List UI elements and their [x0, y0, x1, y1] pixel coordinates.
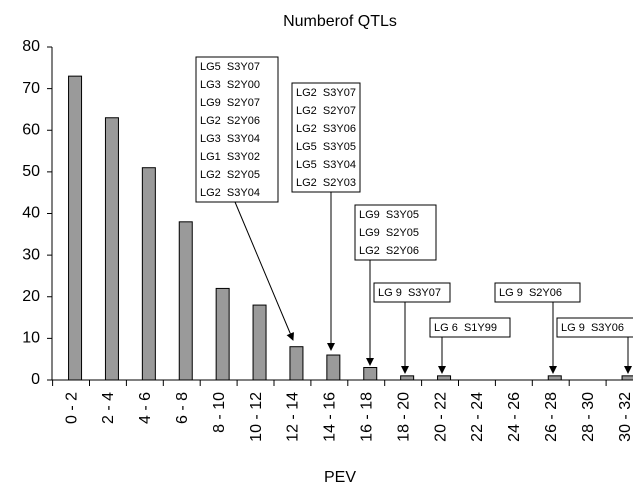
annotation-text: LG2 S2Y05	[200, 169, 260, 181]
x-tick-label: 12 - 14	[285, 392, 302, 442]
annotation-text: LG 9 S3Y06	[561, 322, 624, 334]
bar	[104, 117, 119, 381]
y-tick-label: 80	[22, 38, 40, 55]
bar	[326, 354, 341, 381]
bar	[621, 375, 633, 381]
annotation-box	[354, 204, 437, 261]
x-tick-label: 24 - 26	[506, 392, 523, 442]
annotation-text: LG 9 S2Y06	[499, 287, 562, 299]
x-tick-label: 10 - 12	[248, 392, 265, 442]
bar	[289, 346, 304, 381]
annotation-text: LG9 S2Y07	[200, 97, 260, 109]
y-tick-label: 0	[31, 371, 40, 388]
annotation-text: LG2 S3Y07	[296, 87, 356, 99]
annotation-text: LG2 S2Y07	[296, 105, 356, 117]
annotation-text: LG2 S3Y06	[296, 123, 356, 135]
annotation-box	[556, 317, 633, 338]
bar	[400, 375, 415, 381]
x-tick-label: 14 - 16	[322, 392, 339, 442]
bar	[215, 287, 230, 381]
x-tick-label: 16 - 18	[358, 392, 375, 442]
annotation-text: LG3 S2Y00	[200, 79, 260, 91]
annotation-box	[494, 282, 581, 303]
annotation-text: LG 6 S1Y99	[434, 322, 497, 334]
x-tick-label: 20 - 22	[432, 392, 449, 442]
annotation-text: LG2 S2Y03	[296, 177, 356, 189]
y-tick-label: 50	[22, 163, 40, 180]
annotation-text: LG2 S2Y06	[359, 245, 419, 257]
bar	[547, 375, 562, 381]
annotation-box	[429, 317, 511, 338]
annotation-text: LG9 S2Y05	[359, 227, 419, 239]
annotation-box	[291, 82, 361, 193]
x-tick-label: 8 - 10	[211, 392, 228, 433]
bar	[178, 221, 193, 381]
x-tick-label: 22 - 24	[469, 392, 486, 442]
bar	[437, 375, 452, 381]
annotation-box	[195, 56, 279, 203]
y-tick-label: 10	[22, 330, 40, 347]
annotation-text: LG2 S3Y04	[200, 187, 260, 199]
x-axis-label: PEV	[324, 469, 356, 486]
x-tick-label: 6 - 8	[174, 392, 191, 424]
y-tick-label: 20	[22, 288, 40, 305]
annotation-text: LG1 S3Y02	[200, 151, 260, 163]
y-tick-label: 70	[22, 80, 40, 97]
chart-title: Numberof QTLs	[283, 13, 397, 30]
annotation-text: LG2 S2Y06	[200, 115, 260, 127]
annotation-text: LG5 S3Y05	[296, 141, 356, 153]
y-tick-label: 30	[22, 246, 40, 263]
x-tick-label: 26 - 28	[543, 392, 560, 442]
bar	[363, 367, 378, 381]
y-tick-label: 40	[22, 205, 40, 222]
annotation-text: LG 9 S3Y07	[378, 287, 441, 299]
bar	[141, 167, 156, 381]
bar	[252, 304, 267, 381]
bar	[68, 75, 83, 381]
annotation-text: LG3 S3Y04	[200, 133, 260, 145]
x-tick-label: 0 - 2	[63, 392, 80, 424]
x-tick-label: 4 - 6	[137, 392, 154, 424]
x-tick-label: 30 - 32	[617, 392, 633, 442]
x-tick-label: 18 - 20	[395, 392, 412, 442]
annotation-box	[373, 282, 451, 303]
annotation-text: LG5 S3Y07	[200, 61, 260, 73]
annotation-text: LG9 S3Y05	[359, 209, 419, 221]
y-tick-label: 60	[22, 121, 40, 138]
annotation-text: LG5 S3Y04	[296, 159, 356, 171]
annotation-arrow	[234, 201, 294, 341]
x-tick-label: 2 - 4	[100, 392, 117, 424]
x-tick-label: 28 - 30	[580, 392, 597, 442]
